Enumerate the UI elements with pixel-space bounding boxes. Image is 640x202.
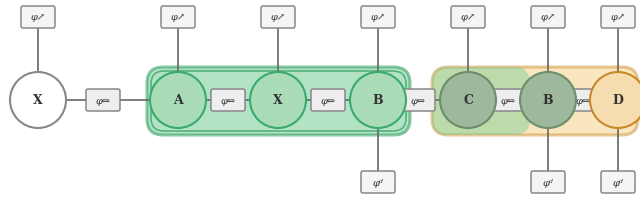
FancyBboxPatch shape: [451, 7, 485, 29]
Text: φ⇔: φ⇔: [500, 96, 515, 105]
Text: X: X: [33, 94, 43, 107]
FancyBboxPatch shape: [531, 7, 565, 29]
Circle shape: [10, 73, 66, 128]
Text: φᵈ: φᵈ: [543, 178, 554, 187]
FancyBboxPatch shape: [601, 171, 635, 193]
Circle shape: [520, 73, 576, 128]
Text: φ⇔: φ⇔: [321, 96, 335, 105]
Text: φ↗: φ↗: [271, 14, 285, 22]
FancyBboxPatch shape: [211, 89, 245, 112]
Text: φ⇔: φ⇔: [221, 96, 236, 105]
FancyBboxPatch shape: [161, 7, 195, 29]
FancyBboxPatch shape: [86, 89, 120, 112]
FancyBboxPatch shape: [21, 7, 55, 29]
FancyBboxPatch shape: [147, 68, 410, 135]
FancyBboxPatch shape: [566, 89, 600, 112]
Text: B: B: [372, 94, 383, 107]
FancyBboxPatch shape: [311, 89, 345, 112]
FancyBboxPatch shape: [531, 171, 565, 193]
FancyBboxPatch shape: [361, 171, 395, 193]
Text: φ⇔: φ⇔: [410, 96, 426, 105]
FancyBboxPatch shape: [491, 89, 525, 112]
FancyBboxPatch shape: [432, 68, 638, 135]
Text: B: B: [543, 94, 554, 107]
FancyBboxPatch shape: [361, 7, 395, 29]
Circle shape: [590, 73, 640, 128]
Circle shape: [440, 73, 496, 128]
Text: φ⇔: φ⇔: [575, 96, 591, 105]
Text: φ⇔: φ⇔: [95, 96, 111, 105]
Text: A: A: [173, 94, 183, 107]
Text: X: X: [273, 94, 283, 107]
Circle shape: [250, 73, 306, 128]
Text: φ↗: φ↗: [371, 14, 385, 22]
Text: φ↗: φ↗: [461, 14, 476, 22]
FancyBboxPatch shape: [432, 68, 530, 135]
Circle shape: [150, 73, 206, 128]
Text: D: D: [612, 94, 623, 107]
Circle shape: [350, 73, 406, 128]
Text: φᵈ: φᵈ: [612, 178, 623, 187]
Text: C: C: [463, 94, 473, 107]
FancyBboxPatch shape: [401, 89, 435, 112]
Text: φ↗: φ↗: [541, 14, 556, 22]
Text: φᵈ: φᵈ: [372, 178, 383, 187]
FancyBboxPatch shape: [261, 7, 295, 29]
Text: φ↗: φ↗: [611, 14, 625, 22]
Text: φ↗: φ↗: [170, 14, 186, 22]
Text: φ↗: φ↗: [31, 14, 45, 22]
FancyBboxPatch shape: [601, 7, 635, 29]
